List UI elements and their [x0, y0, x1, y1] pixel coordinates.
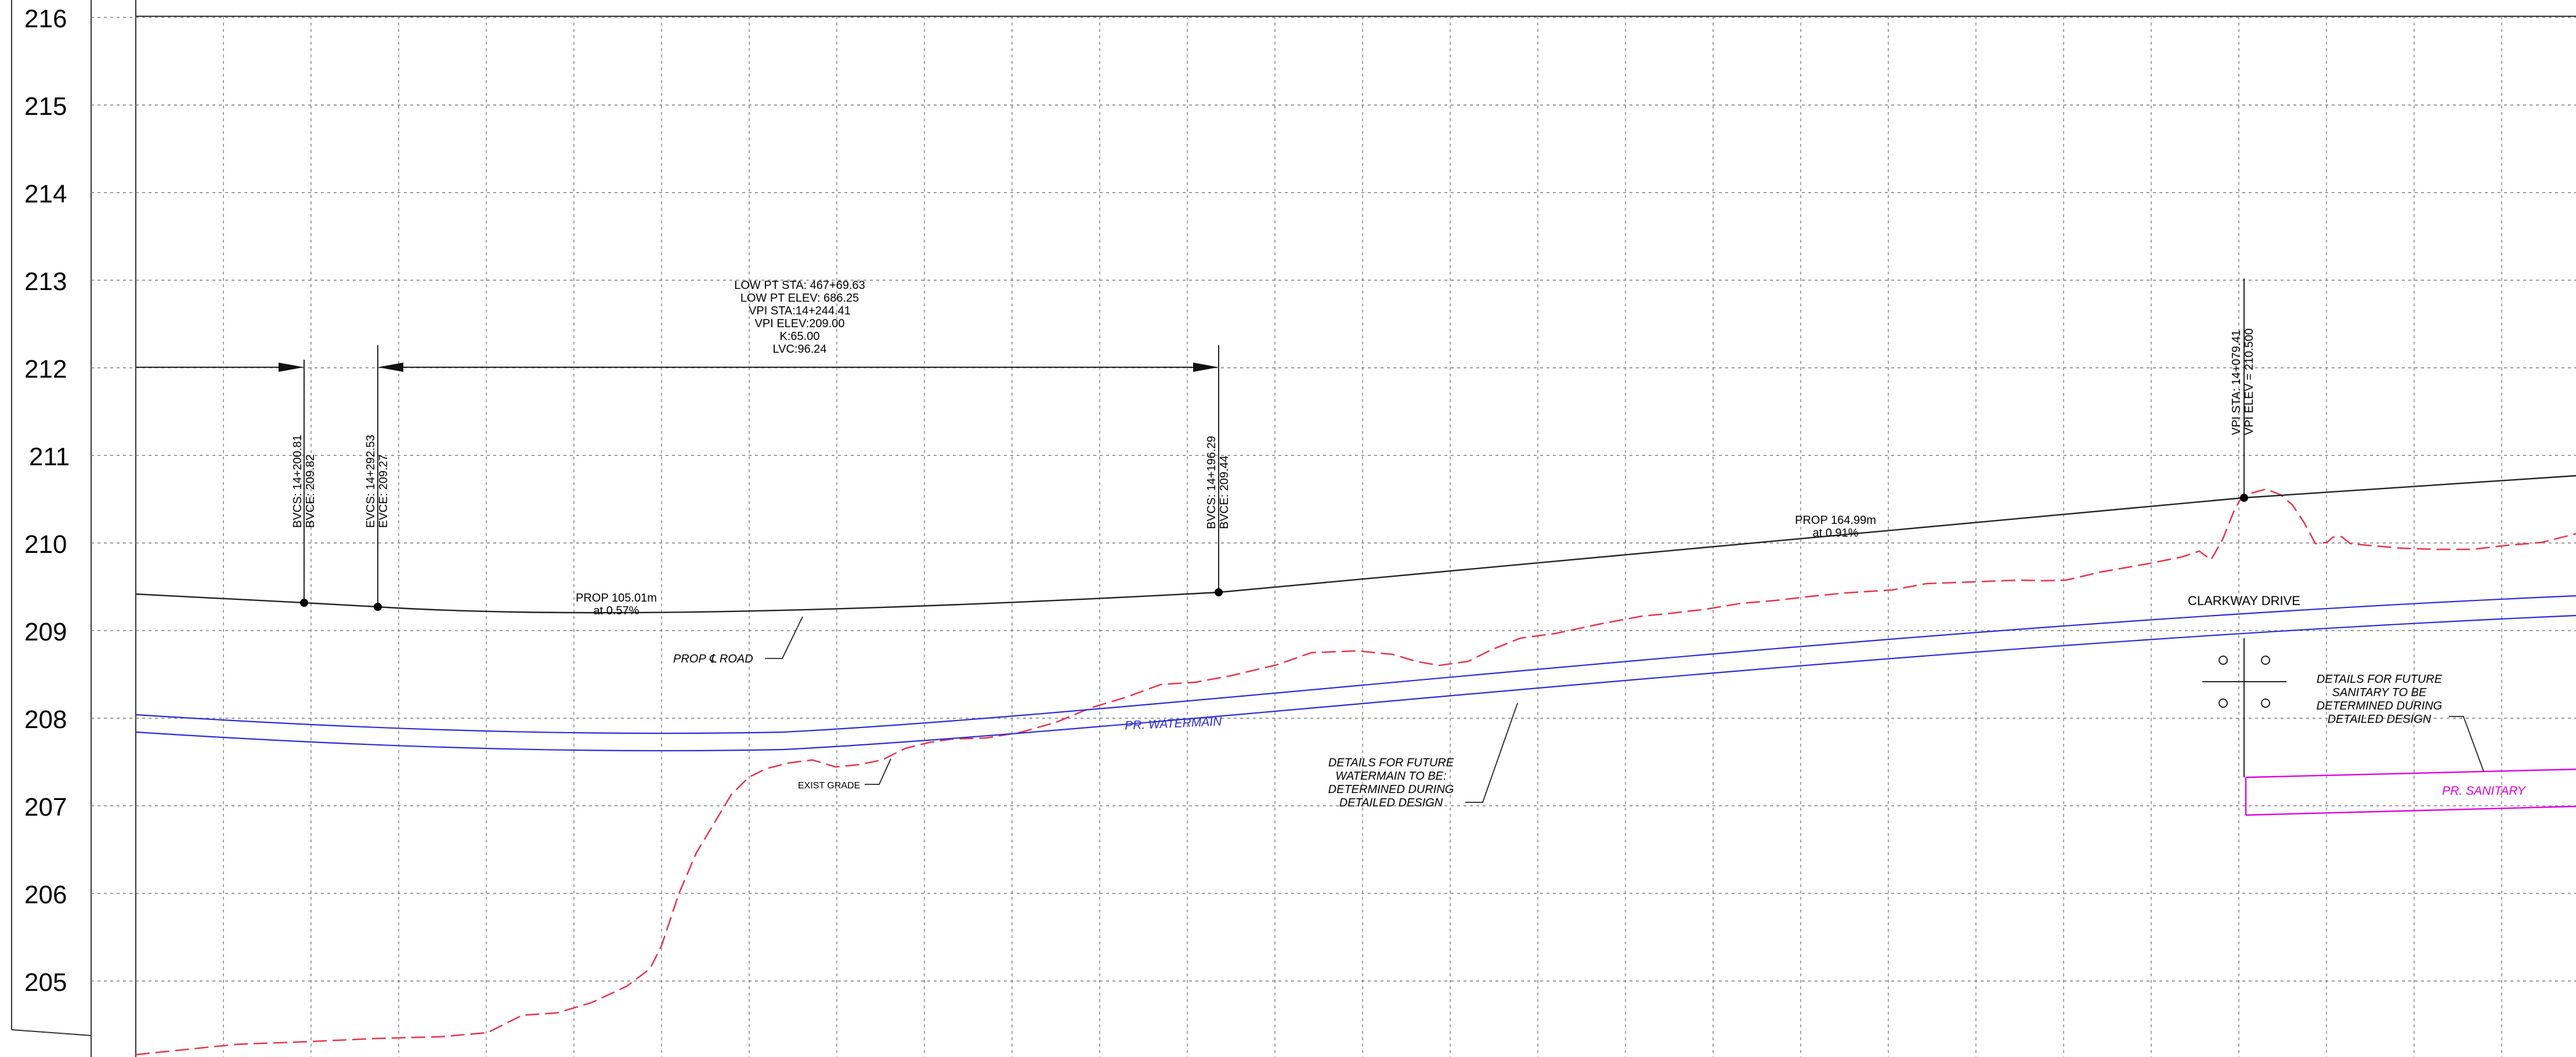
elev-label-210: 210	[24, 530, 67, 559]
sanitary-note-line: DETAILED DESIGN	[2328, 713, 2432, 726]
watermain-bottom-line	[135, 614, 2576, 752]
curve-markers	[136, 278, 2245, 607]
watermain-note-line: WATERMAIN TO BE:	[1335, 770, 1446, 783]
sanitary-note-line: DETAILS FOR FUTURE	[2317, 673, 2443, 686]
elev-label-212: 212	[24, 355, 67, 383]
leader-lines	[765, 616, 2484, 803]
low-pt-sta: LOW PT STA: 467+69.63	[734, 279, 865, 292]
axis-frame	[11, 0, 2576, 1057]
watermain-note-leader	[1465, 703, 1518, 803]
elev-label-205: 205	[24, 968, 67, 997]
grid	[91, 16, 2576, 1057]
curve-points	[300, 494, 2248, 611]
clarkway-crossing-symbol	[2202, 638, 2286, 777]
road-profile-line	[135, 475, 2576, 614]
watermain-note-line: DETAILED DESIGN	[1339, 797, 1443, 809]
watermain-top-line	[135, 595, 2576, 734]
bvcs-sta: BVCS: 14+200.81	[291, 435, 304, 528]
elev-label-207: 207	[24, 793, 67, 821]
low-pt-elev: LOW PT ELEV: 686.25	[740, 292, 859, 305]
watermain-note-line: DETAILS FOR FUTURE	[1328, 756, 1454, 769]
vpi2-label: VPI STA: 14+079.41 VPI ELEV = 210.500	[2230, 328, 2256, 435]
grade1-percent: at 0.57%	[594, 604, 640, 617]
grade1-length: PROP 105.01m	[576, 592, 657, 604]
elev-label-215: 215	[24, 92, 67, 121]
sanitary-pipe	[2245, 768, 2576, 816]
exist-grade-leader	[865, 758, 891, 785]
watermain-note-line: DETERMINED DURING	[1328, 783, 1454, 796]
elev-label-214: 214	[24, 180, 67, 208]
arrow-head	[279, 363, 304, 372]
dimension-arrows	[279, 363, 1219, 372]
sanitary-label: PR. SANITARY	[2442, 784, 2527, 798]
bvcs-elev: BVCE: 209.82	[304, 454, 317, 528]
elevation-axis: 216 215 214 213 212 211 210 209 208 207 …	[24, 5, 70, 997]
watermain	[135, 595, 2576, 752]
grade1-label: PROP 105.01m at 0.57%	[576, 592, 657, 617]
exist-grade-label: EXIST GRADE	[798, 781, 860, 791]
evcs-sta: EVCS: 14+292.53	[364, 435, 377, 528]
prop-road-label: PROP ℄ ROAD	[673, 653, 753, 665]
arrow-head	[1193, 363, 1219, 372]
lvc-value: LVC:96.24	[772, 343, 826, 356]
vpi2-sta: VPI STA: 14+079.41	[2230, 330, 2243, 435]
watermain-note: DETAILS FOR FUTURE WATERMAIN TO BE: DETE…	[1328, 756, 1454, 809]
bvcs2-elev: BVCE: 209.44	[1218, 455, 1231, 529]
evc-point	[374, 603, 382, 611]
vpi-elev: VPI ELEV:209.00	[755, 317, 845, 330]
watermain-label: PR. WATERMAIN	[1125, 715, 1223, 732]
evcs-elev: EVCE: 209.27	[377, 454, 390, 528]
sanitary-note-leader	[2449, 716, 2484, 772]
curve1-data-block: LOW PT STA: 467+69.63 LOW PT ELEV: 686.2…	[734, 279, 865, 356]
grade2-length: PROP 164.99m	[1795, 514, 1876, 527]
k-value: K:65.00	[780, 330, 820, 343]
bvcs2-sta: BVCS: 14+196.29	[1205, 436, 1218, 529]
elev-label-211: 211	[29, 443, 70, 471]
sanitary-note-line: SANITARY TO BE	[2332, 686, 2427, 699]
sanitary-note: DETAILS FOR FUTURE SANITARY TO BE DETERM…	[2317, 673, 2443, 726]
elev-label-216: 216	[24, 5, 67, 33]
bvcs-label: BVCS: 14+200.81 BVCE: 209.82	[291, 435, 317, 528]
sanitary	[2245, 768, 2576, 816]
evcs-label: EVCS: 14+292.53 EVCE: 209.27	[364, 435, 390, 528]
arrow-head	[378, 363, 403, 372]
road-leader	[765, 616, 803, 659]
elev-label-206: 206	[24, 881, 67, 909]
vpi2-point	[2240, 494, 2248, 502]
clarkway-drive-label: CLARKWAY DRIVE	[2188, 593, 2300, 608]
bvcs2-label: BVCS: 14+196.29 BVCE: 209.44	[1205, 436, 1231, 529]
vpi2-elev: VPI ELEV = 210.500	[2243, 328, 2256, 435]
bvc2-point	[1215, 588, 1223, 596]
existing-grade-line	[135, 488, 2576, 1056]
grade2-label: PROP 164.99m at 0.91%	[1795, 514, 1876, 540]
sanitary-note-line: DETERMINED DURING	[2317, 700, 2443, 712]
elev-label-208: 208	[24, 705, 67, 734]
elev-label-209: 209	[24, 618, 67, 646]
grade2-percent: at 0.91%	[1813, 527, 1859, 540]
elev-label-213: 213	[24, 267, 67, 296]
vpi-sta: VPI STA:14+244.41	[749, 305, 851, 317]
bvc-point	[300, 599, 308, 607]
